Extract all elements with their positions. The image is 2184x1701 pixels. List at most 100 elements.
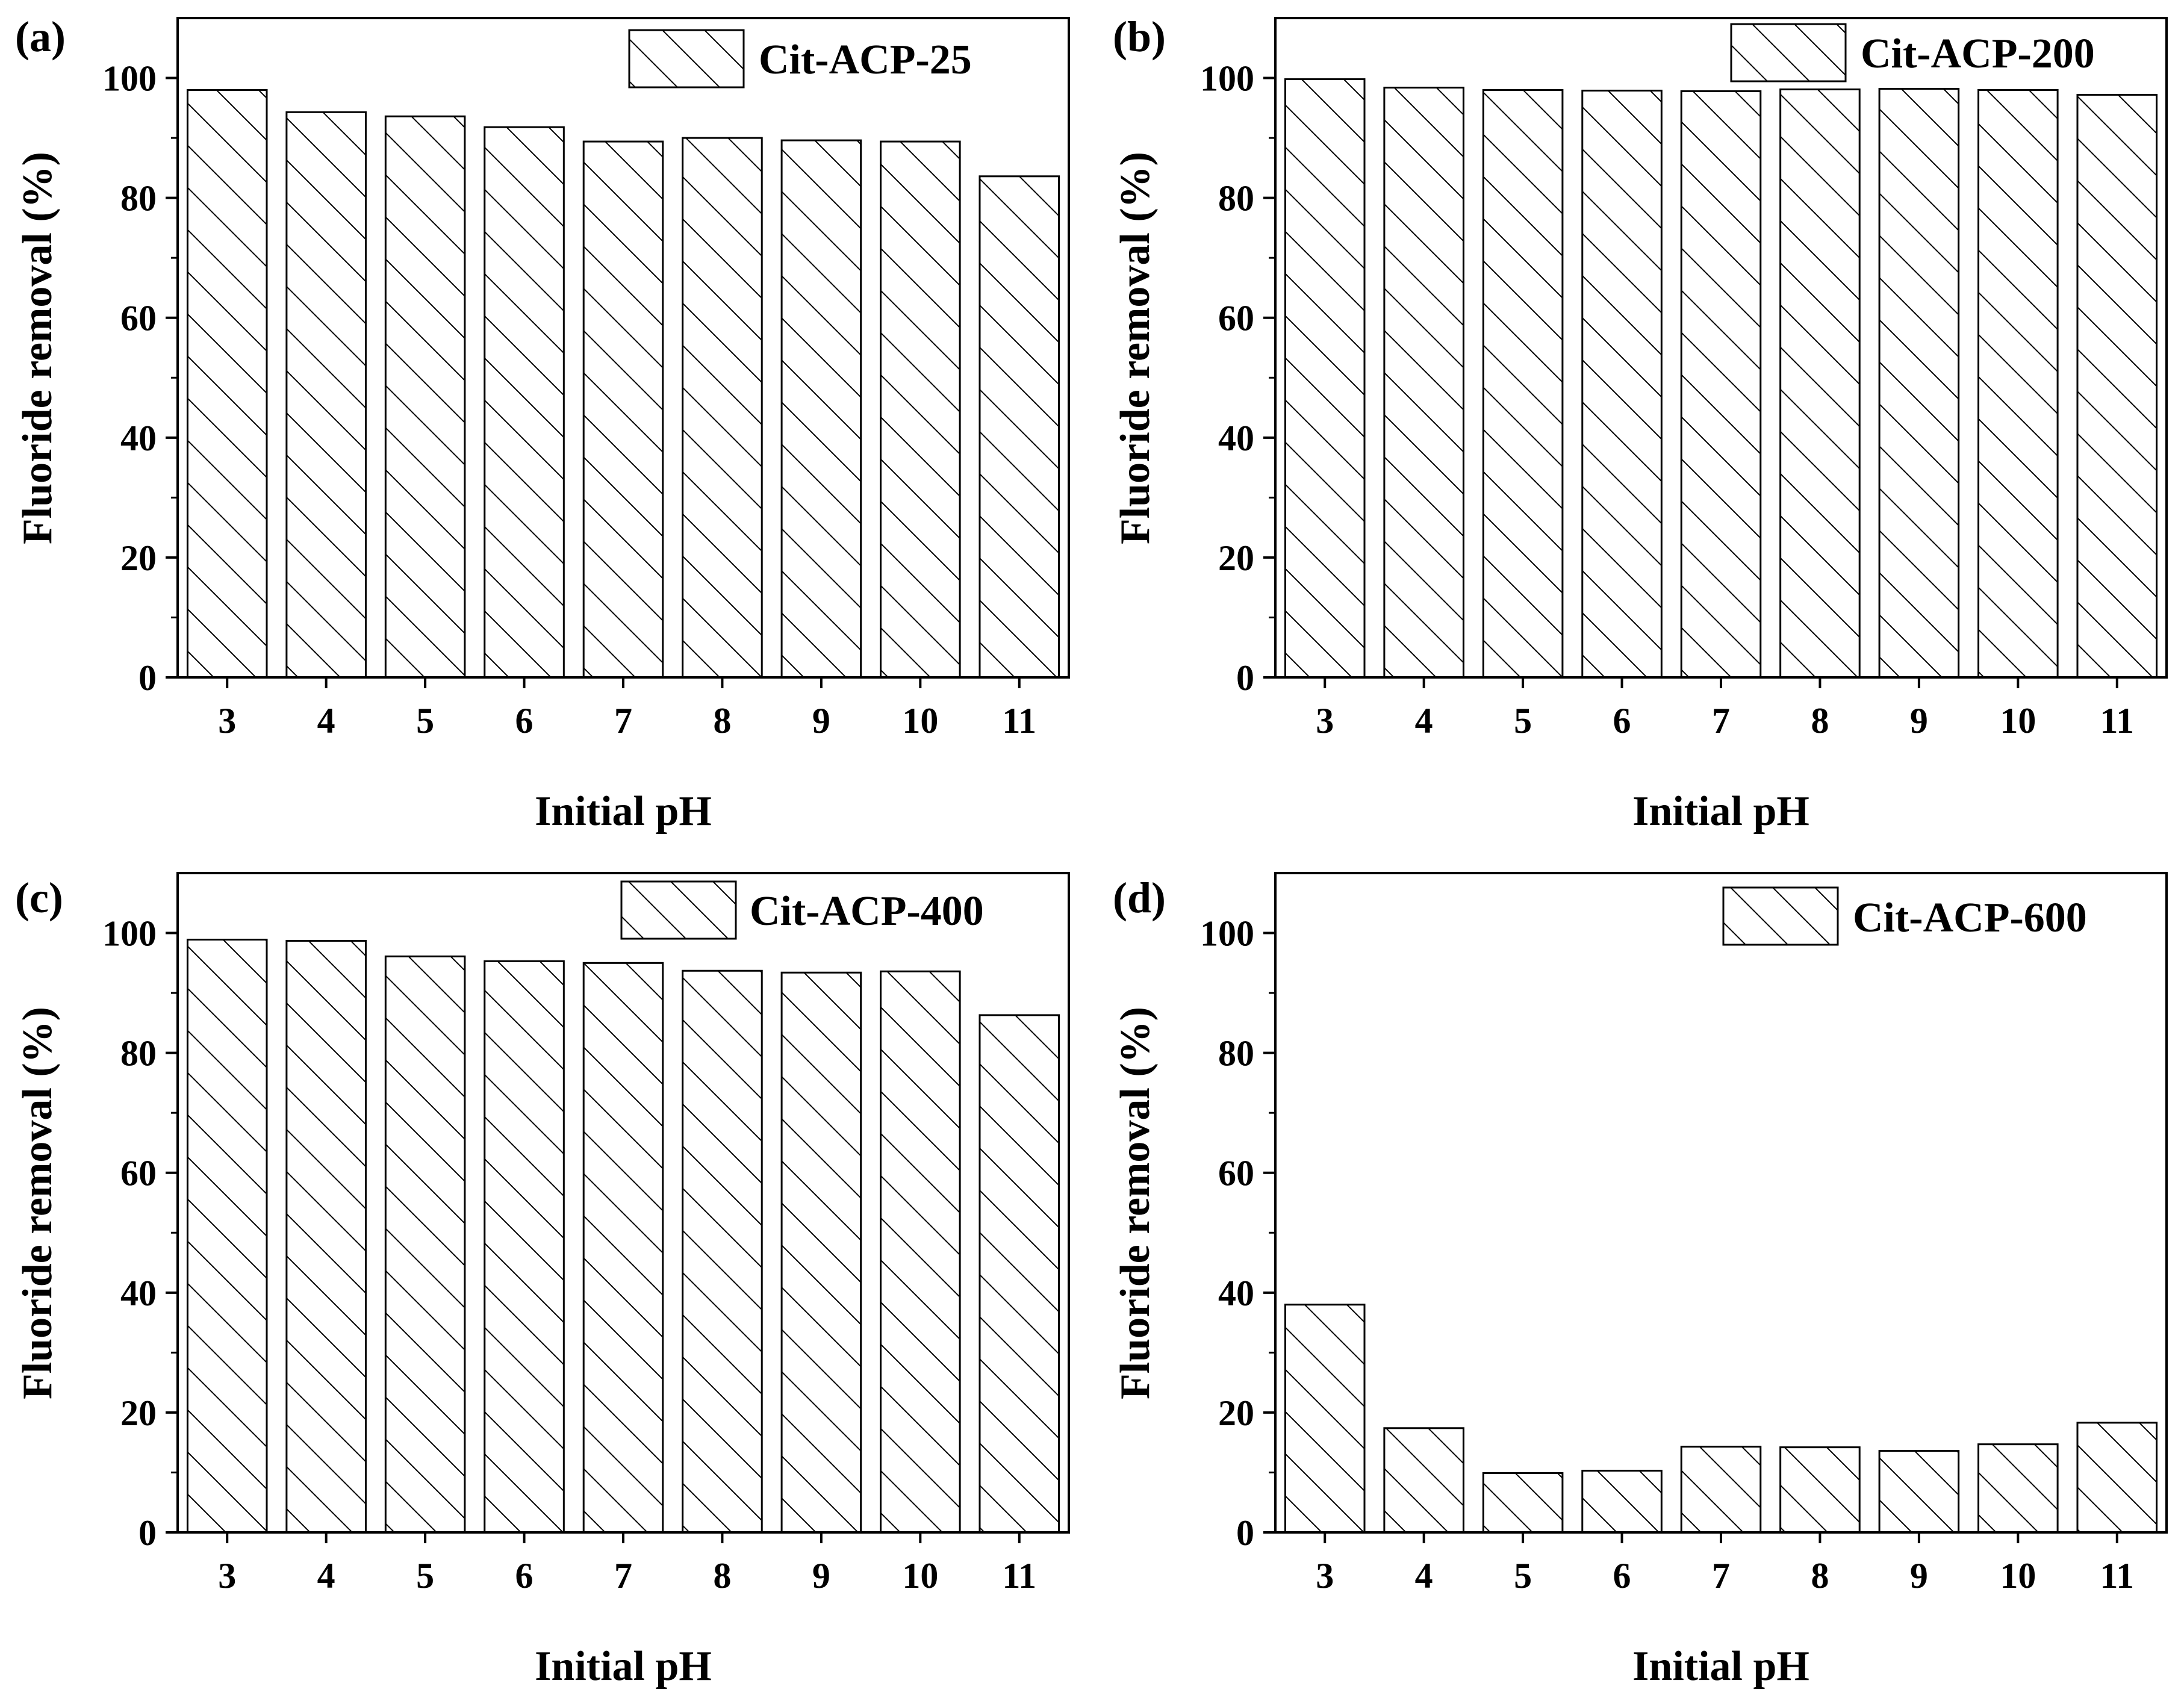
bar-ph-6 (1581, 89, 1663, 679)
y-tick-label: 0 (1236, 658, 1254, 698)
x-tick-label: 4 (317, 701, 335, 741)
bar-ph-9 (780, 139, 862, 679)
y-axis-title: Fluoride removal (%) (14, 152, 61, 544)
bar-ph-6 (1581, 1469, 1663, 1534)
x-tick-label: 8 (713, 1556, 731, 1596)
x-tick-label: 7 (614, 701, 632, 741)
y-tick-label: 20 (120, 538, 157, 578)
x-tick-label: 5 (416, 1556, 434, 1596)
x-tick-label: 9 (812, 1556, 830, 1596)
x-axis-title: Initial pH (535, 788, 712, 835)
bar-ph-11 (978, 1014, 1060, 1534)
y-tick-label: 40 (1218, 418, 1254, 458)
y-tick-label: 80 (120, 179, 157, 219)
y-tick-label: 100 (102, 914, 157, 954)
x-tick-label: 10 (2000, 701, 2036, 741)
x-tick-label: 5 (416, 701, 434, 741)
x-tick-label: 8 (713, 701, 731, 741)
legend: Cit-ACP-600 (1722, 886, 2087, 946)
bar-ph-4 (285, 939, 367, 1534)
x-tick-label: 3 (1316, 701, 1334, 741)
y-axis-title: Fluoride removal (%) (1112, 152, 1159, 544)
bar-ph-9 (780, 971, 862, 1534)
x-tick-label: 11 (1002, 701, 1036, 741)
legend-swatch (1722, 886, 1839, 946)
x-tick-label: 11 (2100, 1556, 2134, 1596)
y-tick-label: 0 (1236, 1513, 1254, 1553)
panel-label: (c) (15, 874, 63, 922)
bar-ph-3 (1284, 1304, 1366, 1534)
x-tick-label: 3 (218, 1556, 236, 1596)
x-tick-label: 10 (2000, 1556, 2036, 1596)
bar-ph-6 (484, 126, 565, 679)
bar-ph-11 (2076, 1422, 2158, 1534)
x-tick-label: 11 (2100, 701, 2134, 741)
x-axis-title: Initial pH (1632, 1643, 1809, 1690)
y-tick-label: 80 (120, 1034, 157, 1074)
x-axis-title: Initial pH (535, 1643, 712, 1690)
bar-ph-10 (880, 140, 961, 679)
x-tick-label: 7 (614, 1556, 632, 1596)
x-tick-label: 9 (1910, 701, 1928, 741)
legend: Cit-ACP-400 (620, 880, 984, 940)
x-tick-label: 7 (1712, 701, 1730, 741)
legend-swatch (620, 880, 737, 940)
x-tick-label: 6 (515, 1556, 534, 1596)
y-axis-title: Fluoride removal (%) (14, 1007, 61, 1399)
legend-label: Cit-ACP-25 (759, 37, 972, 83)
x-tick-label: 6 (1613, 1556, 1631, 1596)
x-tick-label: 8 (1811, 701, 1829, 741)
x-tick-label: 4 (317, 1556, 335, 1596)
y-tick-label: 40 (120, 1273, 157, 1313)
y-tick-label: 80 (1218, 1034, 1254, 1074)
bar-ph-11 (978, 175, 1060, 679)
bar-ph-5 (384, 955, 466, 1534)
y-tick-label: 80 (1218, 179, 1254, 219)
legend-label: Cit-ACP-400 (750, 888, 984, 934)
x-tick-label: 3 (1316, 1556, 1334, 1596)
bar-ph-6 (484, 960, 565, 1534)
bar-ph-5 (1482, 89, 1564, 679)
panel-label: (d) (1113, 874, 1166, 922)
legend: Cit-ACP-200 (1730, 23, 2095, 82)
y-tick-label: 100 (1200, 914, 1254, 954)
bar-ph-8 (682, 969, 763, 1534)
y-tick-label: 100 (1200, 59, 1254, 99)
x-axis-title: Initial pH (1632, 788, 1809, 835)
bar-ph-11 (2076, 93, 2158, 679)
y-axis-title: Fluoride removal (%) (1112, 1007, 1159, 1399)
y-tick-label: 40 (1218, 1273, 1254, 1313)
x-tick-label: 8 (1811, 1556, 1829, 1596)
y-tick-label: 40 (120, 418, 157, 458)
bar-ph-5 (1482, 1472, 1564, 1534)
x-tick-label: 7 (1712, 1556, 1730, 1596)
bar-ph-5 (384, 115, 466, 679)
bar-ph-10 (880, 970, 961, 1534)
x-tick-label: 3 (218, 701, 236, 741)
bar-ph-3 (1284, 78, 1366, 679)
bar-ph-4 (1383, 86, 1464, 679)
y-tick-label: 60 (120, 1154, 157, 1193)
x-tick-label: 9 (812, 701, 830, 741)
x-tick-label: 4 (1415, 1556, 1433, 1596)
bar-ph-7 (1680, 1446, 1762, 1534)
legend-label: Cit-ACP-600 (1853, 895, 2087, 941)
y-tick-label: 20 (1218, 538, 1254, 578)
bar-ph-10 (1977, 1443, 2059, 1534)
x-tick-label: 9 (1910, 1556, 1928, 1596)
legend-swatch (1730, 23, 1847, 82)
x-tick-label: 11 (1002, 1556, 1036, 1596)
bar-ph-8 (1779, 1446, 1861, 1534)
bar-ph-9 (1878, 1450, 1960, 1534)
legend: Cit-ACP-25 (628, 29, 972, 89)
legend-swatch (628, 29, 745, 89)
bar-ph-4 (285, 111, 367, 679)
x-tick-label: 6 (515, 701, 534, 741)
x-tick-label: 4 (1415, 701, 1433, 741)
y-tick-label: 0 (138, 658, 157, 698)
legend-label: Cit-ACP-200 (1861, 31, 2095, 77)
